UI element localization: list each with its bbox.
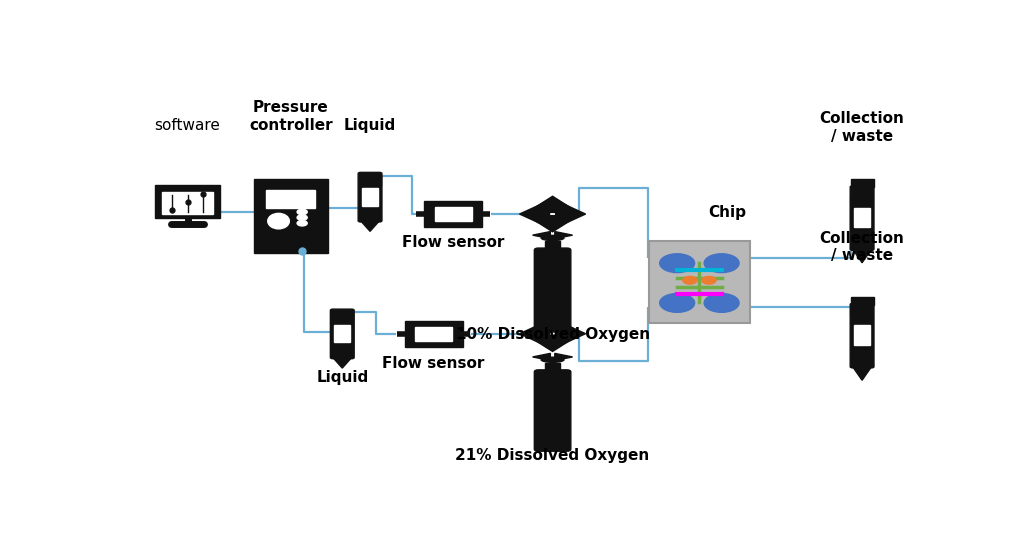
Text: Collection
/ waste: Collection / waste [819,231,904,263]
Text: 21% Dissolved Oxygen: 21% Dissolved Oxygen [456,448,649,463]
Text: Chip: Chip [709,205,746,220]
Polygon shape [555,354,572,361]
Polygon shape [527,216,578,232]
Text: software: software [155,118,220,133]
Bar [851,179,873,187]
Bar [435,207,472,221]
Circle shape [659,254,694,273]
Polygon shape [532,354,550,361]
Circle shape [297,220,307,226]
Polygon shape [360,221,380,231]
Text: Pressure
controller: Pressure controller [249,100,333,133]
Bar [266,190,315,208]
Ellipse shape [541,357,564,362]
Bar [362,188,378,205]
Bar [546,241,560,250]
Circle shape [701,276,716,284]
Polygon shape [527,196,578,213]
Bar [162,193,213,214]
Bar [851,297,873,305]
Polygon shape [519,200,550,228]
FancyBboxPatch shape [156,185,220,219]
Text: Liquid: Liquid [316,370,369,385]
FancyBboxPatch shape [331,309,354,359]
Bar [359,175,381,186]
Bar [332,312,352,323]
Polygon shape [853,249,871,263]
Circle shape [297,215,307,220]
Polygon shape [532,231,550,239]
Polygon shape [527,316,578,332]
Circle shape [705,294,739,312]
Circle shape [659,294,694,312]
Text: Flow sensor: Flow sensor [382,356,484,371]
Polygon shape [556,200,586,228]
Polygon shape [519,320,550,347]
Text: 10% Dissolved Oxygen: 10% Dissolved Oxygen [456,327,649,342]
Ellipse shape [541,235,564,240]
Polygon shape [853,367,871,380]
Bar [415,327,453,341]
Polygon shape [333,357,352,368]
FancyBboxPatch shape [404,321,463,346]
FancyBboxPatch shape [424,201,482,227]
Text: Liquid: Liquid [344,118,396,133]
Circle shape [705,254,739,273]
FancyBboxPatch shape [850,304,874,368]
Bar [854,325,870,345]
Text: Flow sensor: Flow sensor [402,235,505,250]
FancyBboxPatch shape [358,173,382,222]
Bar [335,325,350,342]
Bar [854,208,870,228]
FancyBboxPatch shape [535,248,570,330]
FancyBboxPatch shape [649,241,750,324]
FancyBboxPatch shape [254,179,328,253]
Ellipse shape [267,213,290,229]
Polygon shape [555,231,572,239]
Bar [546,362,560,372]
Circle shape [297,209,307,215]
Polygon shape [527,335,578,351]
Circle shape [683,276,697,284]
FancyBboxPatch shape [535,370,570,451]
FancyBboxPatch shape [850,186,874,250]
Polygon shape [556,320,586,347]
Text: Collection
/ waste: Collection / waste [819,111,904,144]
